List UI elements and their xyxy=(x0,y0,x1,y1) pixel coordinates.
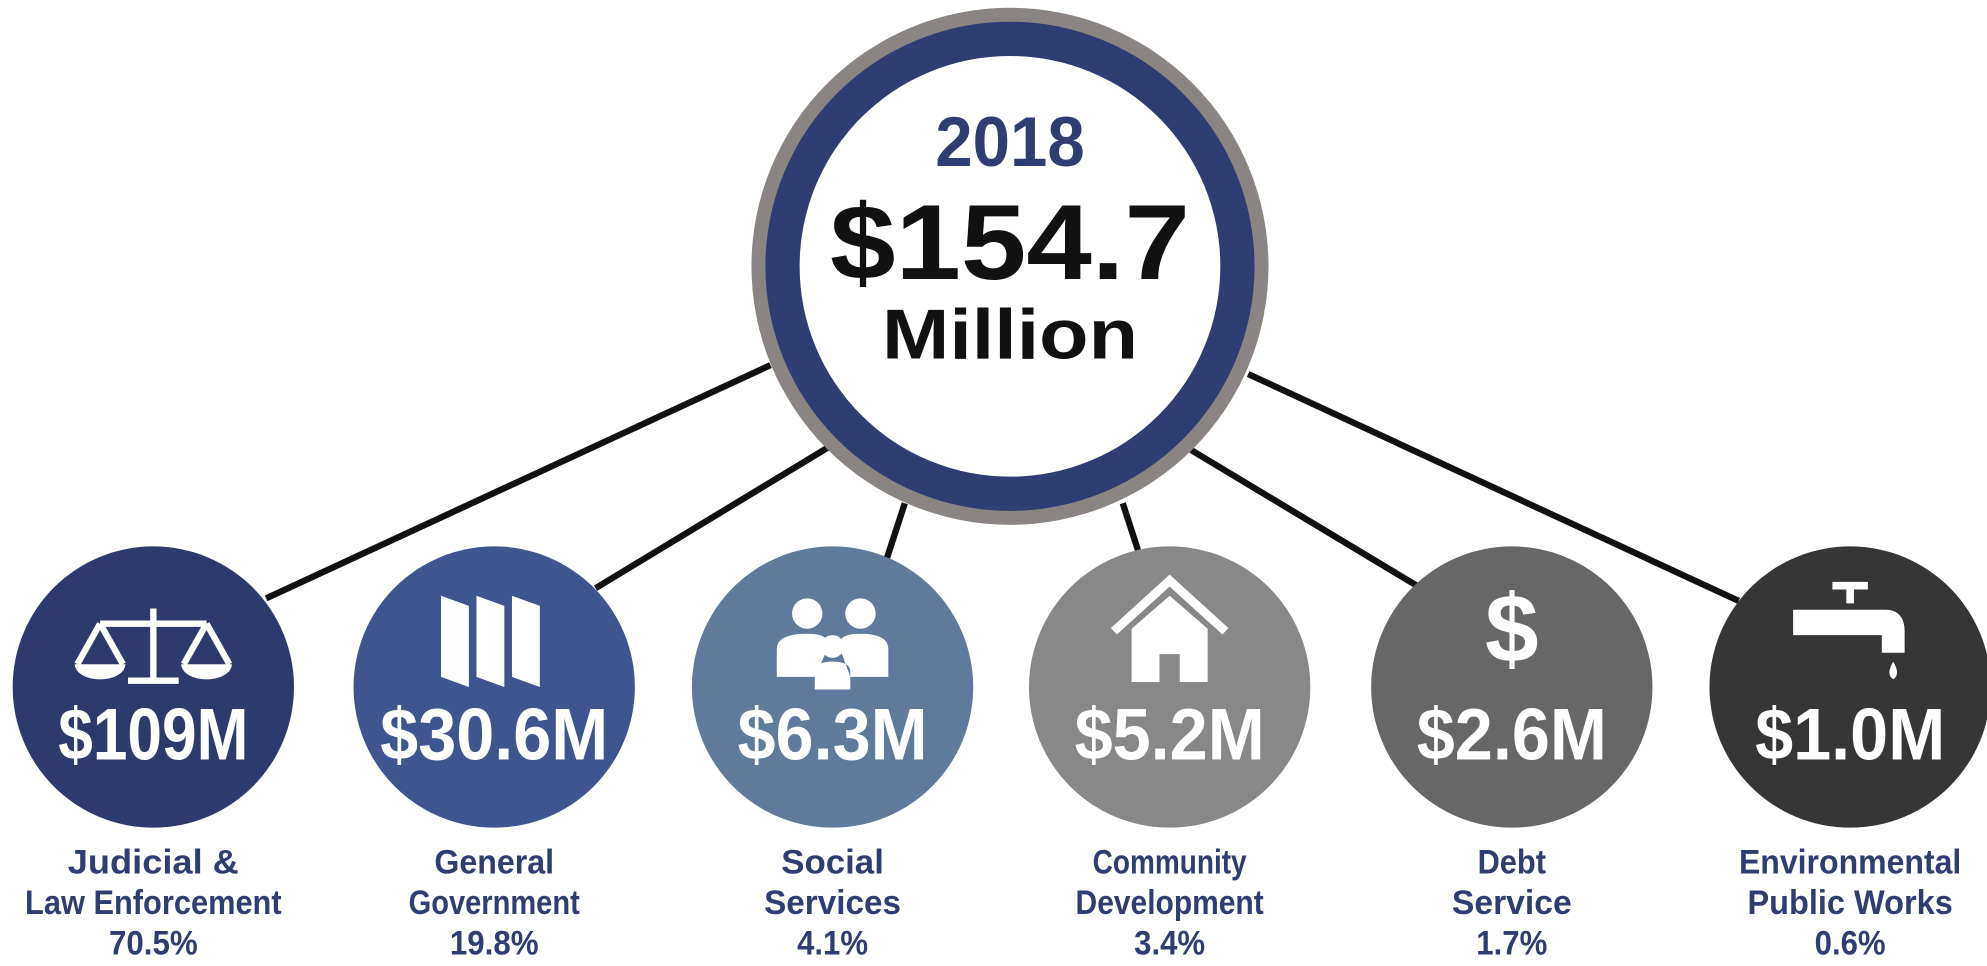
category-circle xyxy=(1028,546,1311,828)
connector xyxy=(1189,447,1419,589)
icon: $ xyxy=(1485,576,1539,683)
category-circle xyxy=(12,546,294,828)
connector xyxy=(1246,371,1740,604)
icon-group xyxy=(440,595,540,688)
inner-disc xyxy=(799,55,1221,477)
connector xyxy=(264,362,772,602)
category-amount: $1.0M xyxy=(1755,693,1945,776)
icon xyxy=(1889,661,1898,680)
total-circle: 2018 $154.7 Million xyxy=(751,7,1269,525)
connector xyxy=(593,443,832,591)
category-circle xyxy=(1709,546,1987,828)
icon xyxy=(792,598,823,629)
total-amount: $154.7 xyxy=(830,183,1190,302)
category-percent: 3.4% xyxy=(1134,925,1205,963)
connectors xyxy=(264,362,1740,604)
icon-group: $ xyxy=(1485,576,1539,683)
category-label: Government xyxy=(409,884,580,922)
category-label: Debt xyxy=(1478,843,1546,881)
total-unit: Million xyxy=(882,296,1138,375)
icon xyxy=(74,608,233,684)
category-label: Environmental xyxy=(1739,843,1961,881)
icon xyxy=(1793,581,1905,653)
category-label: Development xyxy=(1076,884,1264,922)
category-percent: 70.5% xyxy=(109,925,198,963)
icon xyxy=(776,633,889,690)
category-label: Judicial & xyxy=(68,843,239,881)
category-label: General xyxy=(434,843,554,881)
category-label: Law Enforcement xyxy=(25,884,282,922)
icon xyxy=(476,595,505,688)
icon xyxy=(440,595,469,688)
category-percent: 0.6% xyxy=(1815,925,1886,963)
icon xyxy=(1110,574,1229,635)
category-amount: $30.6M xyxy=(380,693,608,776)
icon-group xyxy=(776,598,889,690)
category-label: Social xyxy=(781,843,884,881)
icon xyxy=(1131,595,1208,682)
category-percent: 19.8% xyxy=(450,925,539,963)
icon-group xyxy=(1793,581,1905,680)
category-circle xyxy=(353,546,635,828)
icon xyxy=(511,595,540,688)
category-amount: $5.2M xyxy=(1075,693,1265,776)
icon-group xyxy=(1110,574,1229,682)
category-label: Community xyxy=(1093,843,1247,881)
category-label: Services xyxy=(764,884,901,922)
category-amount: $2.6M xyxy=(1417,693,1607,776)
category-label: Service xyxy=(1452,884,1572,922)
connector xyxy=(1119,502,1141,552)
category-percent: 4.1% xyxy=(797,925,868,963)
icon-group xyxy=(74,608,233,684)
category-label: Public Works xyxy=(1747,884,1952,922)
connector xyxy=(884,502,908,559)
category-percent: 1.7% xyxy=(1476,925,1547,963)
icon xyxy=(74,664,232,680)
icon xyxy=(845,598,876,629)
category-amount: $109M xyxy=(58,693,248,776)
category-amount: $6.3M xyxy=(738,693,928,776)
category-circle xyxy=(1371,546,1653,828)
year: 2018 xyxy=(935,103,1085,182)
